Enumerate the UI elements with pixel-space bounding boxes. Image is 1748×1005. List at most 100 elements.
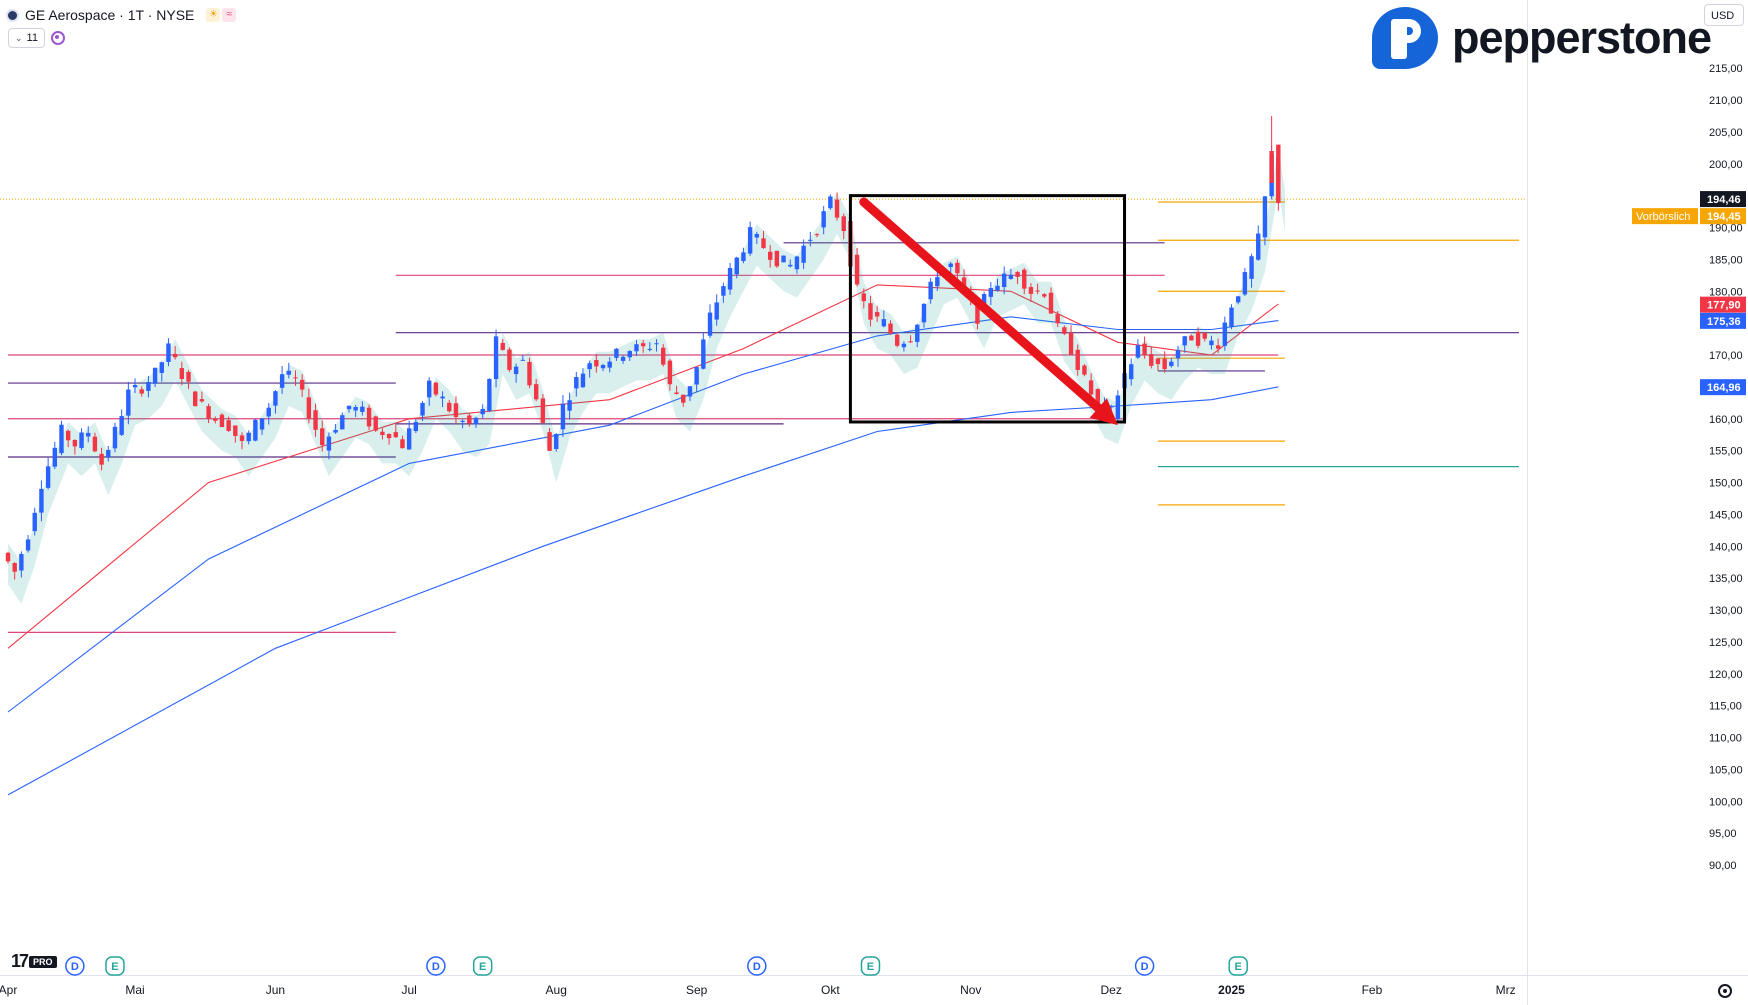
brand-logo: pepperstone	[1372, 7, 1712, 69]
candle-body	[467, 415, 472, 424]
candle-body	[112, 426, 118, 449]
candle-body	[821, 211, 826, 228]
candle-body	[366, 407, 372, 427]
x-tick-label: Okt	[821, 983, 840, 997]
candle-body	[1222, 322, 1228, 346]
candle-body	[614, 348, 619, 358]
sun-icon[interactable]: ☀	[206, 8, 221, 22]
candle-body	[707, 312, 713, 336]
y-tick-label: 110,00	[1709, 733, 1742, 745]
marker-label: D	[432, 961, 440, 973]
candle-body	[1249, 256, 1254, 279]
candle-body	[915, 324, 920, 342]
candle-body	[808, 239, 813, 241]
candle-body	[1175, 349, 1181, 359]
price-label-bg	[1700, 312, 1746, 329]
candle-body	[1042, 294, 1047, 297]
premarket-badge-bg	[1632, 208, 1698, 225]
marker-label: D	[71, 961, 79, 973]
indicator-count: 11	[26, 32, 38, 44]
earnings-marker[interactable]: E	[1228, 956, 1248, 976]
x-tick-label: 2025	[1218, 983, 1245, 997]
earnings-marker[interactable]: E	[105, 956, 125, 976]
candle-body	[1195, 331, 1201, 346]
candle-body	[393, 432, 398, 438]
candle-body	[788, 264, 793, 267]
x-tick-label: Apr	[0, 983, 17, 997]
y-tick-label: 130,00	[1709, 605, 1743, 617]
candle-body	[527, 361, 532, 386]
candle-body	[1182, 336, 1187, 346]
candle-body	[687, 386, 693, 397]
dividend-marker[interactable]: D	[747, 956, 767, 976]
candle-body	[1115, 395, 1121, 420]
candle-body	[253, 419, 258, 441]
marker-shape	[747, 956, 767, 976]
y-tick-label: 140,00	[1709, 541, 1743, 553]
candle-body	[874, 312, 880, 317]
candle-body	[447, 402, 452, 412]
candle-body	[1062, 327, 1067, 334]
candle-body	[995, 285, 1000, 291]
earnings-marker[interactable]: E	[860, 956, 881, 976]
y-tick-label: 210,00	[1709, 95, 1743, 107]
candle-body	[1008, 274, 1014, 279]
brand-name: pepperstone	[1452, 12, 1712, 63]
x-tick-label: Aug	[546, 983, 567, 997]
currency-button[interactable]: USD	[1704, 4, 1744, 26]
candle-body	[500, 342, 505, 350]
candle-body	[620, 356, 626, 361]
candle-body	[794, 256, 800, 270]
candle-body	[360, 406, 365, 412]
sync-icon[interactable]	[50, 31, 65, 45]
candle-body	[380, 431, 385, 436]
candle-body	[1229, 307, 1234, 327]
candle-body	[580, 373, 586, 388]
y-tick-label: 145,00	[1709, 509, 1743, 521]
gear-icon[interactable]	[1718, 984, 1732, 998]
candle-body	[1262, 196, 1268, 238]
dividend-marker[interactable]: D	[65, 956, 85, 976]
chevron-down-icon: ⌄	[15, 33, 23, 43]
candle-body	[961, 277, 967, 288]
candle-body	[1055, 314, 1060, 324]
candle-body	[1202, 332, 1207, 339]
candle-body	[681, 394, 686, 403]
wave-icon[interactable]: ≈	[222, 8, 237, 22]
moving-average-line-3	[7, 386, 1279, 796]
y-tick-label: 180,00	[1709, 286, 1743, 298]
candle-body	[1108, 406, 1114, 408]
candle-body	[1035, 290, 1040, 292]
dividend-marker[interactable]: D	[426, 956, 446, 976]
marker-label: D	[1141, 961, 1149, 973]
candle-body	[400, 439, 405, 449]
indicators-toggle-button[interactable]: ⌄ 11	[8, 28, 45, 48]
dividend-marker[interactable]: D	[1134, 956, 1155, 976]
candle-body	[72, 439, 78, 447]
candle-body	[888, 323, 893, 334]
candle-body	[741, 252, 746, 262]
candle-body	[1001, 273, 1007, 288]
candle-body	[1235, 296, 1241, 303]
earnings-marker[interactable]: E	[472, 956, 493, 976]
y-tick-label: 95,00	[1709, 828, 1737, 840]
candle-body	[119, 416, 124, 435]
candle-body	[1022, 269, 1027, 289]
candle-body	[52, 447, 58, 467]
candle-body	[734, 257, 739, 275]
symbol-title[interactable]: GE Aerospace · 1T · NYSE	[25, 7, 195, 23]
candle-body	[326, 436, 332, 451]
candle-body	[1015, 272, 1020, 277]
y-tick-label: 115,00	[1709, 701, 1742, 713]
marker-label: E	[111, 961, 118, 973]
candle-body	[1189, 335, 1194, 341]
candle-body	[293, 377, 298, 379]
candle-body	[1095, 389, 1100, 404]
tradingview-logo[interactable]: 17 PRO	[11, 951, 57, 972]
candle-body	[92, 436, 98, 452]
candle-body	[199, 399, 205, 402]
candle-body	[179, 368, 185, 379]
candle-body	[955, 262, 960, 274]
moving-average-line-2	[7, 316, 1279, 713]
